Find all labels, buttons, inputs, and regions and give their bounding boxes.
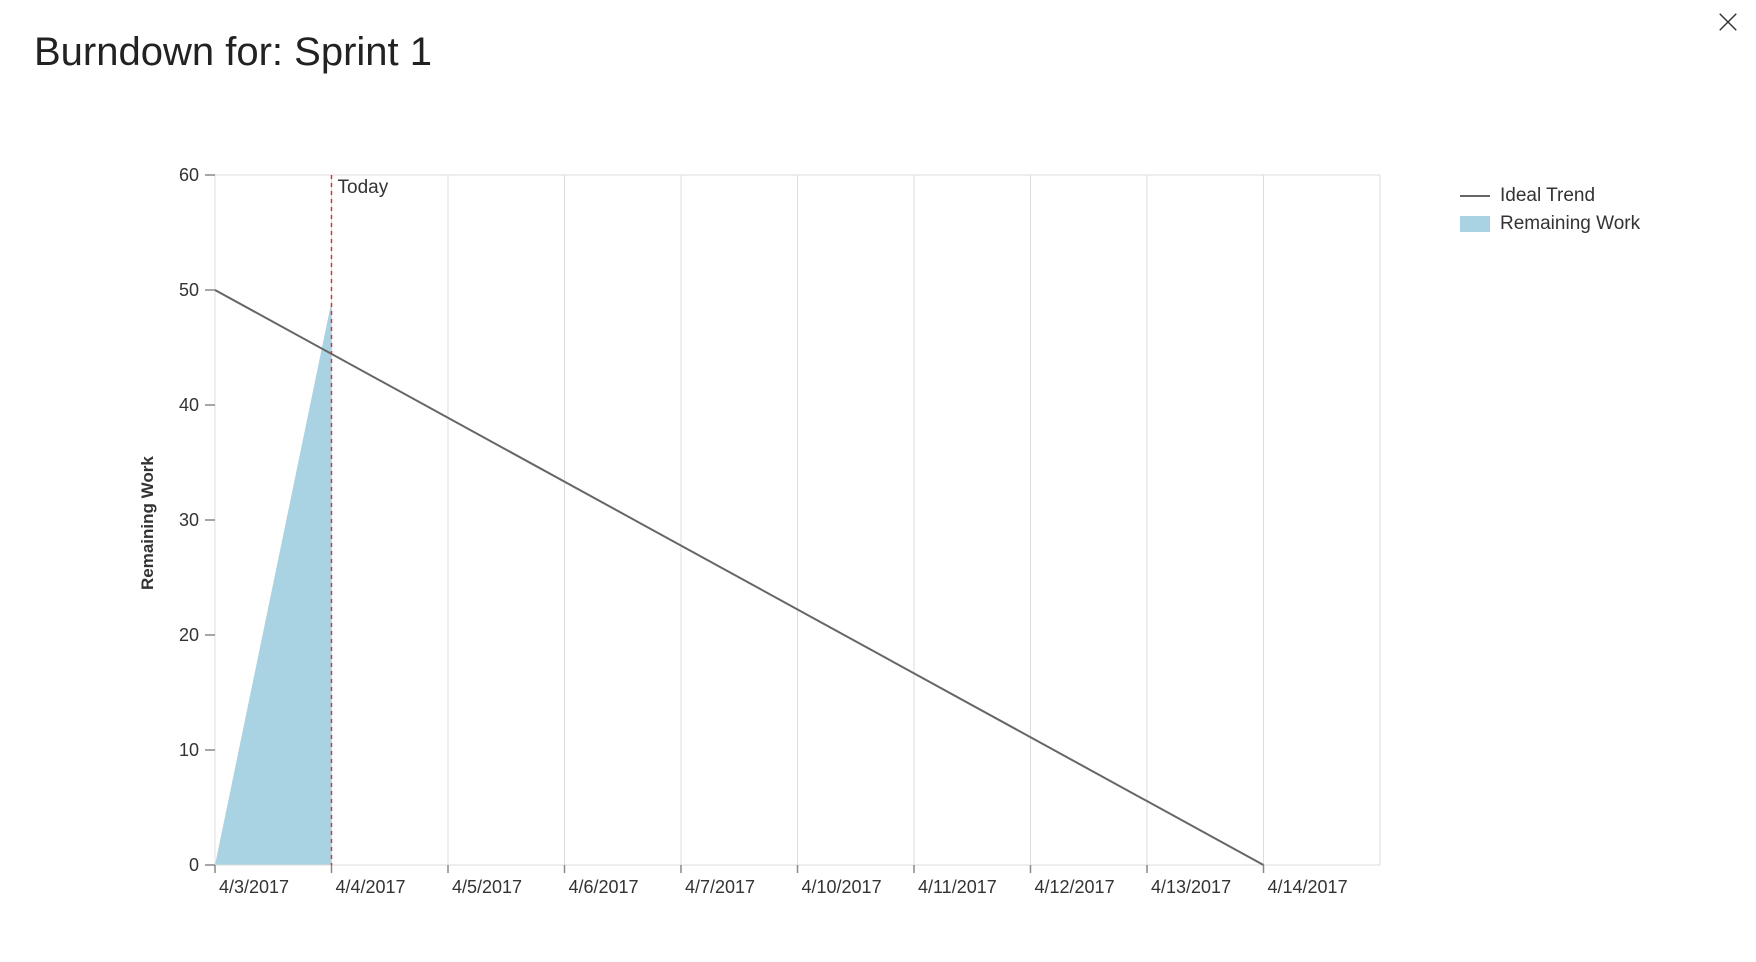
x-tick-label: 4/7/2017 [685, 877, 755, 897]
x-tick-label: 4/6/2017 [569, 877, 639, 897]
y-tick-label: 50 [179, 280, 199, 300]
close-icon [1717, 11, 1739, 33]
legend-label-ideal: Ideal Trend [1500, 185, 1595, 207]
x-tick-label: 4/3/2017 [219, 877, 289, 897]
legend-swatch-ideal [1460, 195, 1490, 197]
x-tick-label: 4/10/2017 [802, 877, 882, 897]
today-marker-label: Today [338, 177, 389, 198]
x-tick-label: 4/4/2017 [336, 877, 406, 897]
x-tick-label: 4/14/2017 [1268, 877, 1348, 897]
y-tick-label: 30 [179, 510, 199, 530]
legend-swatch-remaining [1460, 216, 1490, 232]
y-tick-label: 40 [179, 395, 199, 415]
y-tick-label: 60 [179, 165, 199, 185]
legend-label-remaining: Remaining Work [1500, 213, 1640, 235]
legend-item-ideal: Ideal Trend [1460, 182, 1640, 210]
y-tick-label: 10 [179, 740, 199, 760]
x-tick-label: 4/5/2017 [452, 877, 522, 897]
legend-item-remaining: Remaining Work [1460, 210, 1640, 238]
x-tick-label: 4/11/2017 [918, 877, 997, 897]
page-title: Burndown for: Sprint 1 [34, 30, 432, 75]
y-tick-label: 20 [179, 625, 199, 645]
x-tick-label: 4/13/2017 [1151, 877, 1231, 897]
y-tick-label: 0 [189, 855, 199, 875]
x-tick-label: 4/12/2017 [1035, 877, 1115, 897]
y-axis-title: Remaining Work [138, 456, 158, 590]
close-button[interactable] [1712, 6, 1744, 38]
chart-legend: Ideal Trend Remaining Work [1460, 182, 1640, 238]
burndown-chart: 0 10 20 30 40 50 60 4/3/2017 4/4/2017 4/5/2017 4/6… [120, 155, 1420, 925]
